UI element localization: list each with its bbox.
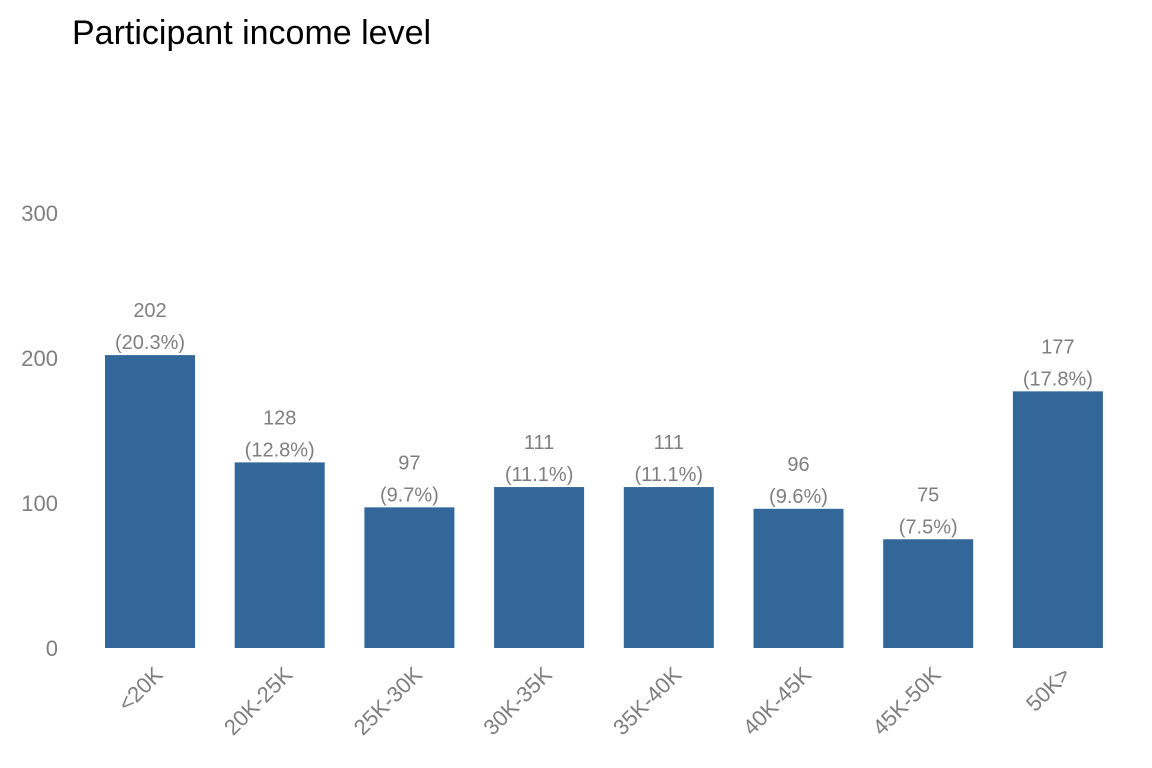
- data-label-percent: (7.5%): [899, 516, 958, 538]
- data-label-value: 177: [1041, 336, 1074, 358]
- data-label-value: 202: [133, 300, 166, 322]
- bar: [1012, 391, 1103, 648]
- x-tick-label: 45K-50K: [868, 662, 946, 740]
- data-label-value: 96: [787, 454, 809, 476]
- bar: [105, 355, 195, 648]
- bars: [105, 355, 1103, 648]
- y-tick-label: 300: [21, 201, 58, 226]
- x-tick-label: 30K-35K: [478, 662, 556, 740]
- data-label-percent: (20.3%): [115, 332, 185, 354]
- data-label-value: 111: [524, 432, 554, 454]
- bar: [753, 508, 844, 648]
- y-tick-label: 200: [21, 346, 58, 371]
- data-label-percent: (17.8%): [1023, 368, 1093, 390]
- bar: [494, 487, 585, 648]
- x-tick-label: 50K>: [1021, 662, 1075, 716]
- data-label-value: 75: [917, 484, 939, 506]
- bar: [234, 462, 325, 648]
- x-tick-label: 35K-40K: [608, 662, 686, 740]
- data-label-percent: (12.8%): [245, 439, 315, 461]
- x-tick-label: 40K-45K: [738, 662, 816, 740]
- data-label-value: 111: [654, 432, 684, 454]
- data-label-value: 128: [263, 407, 296, 429]
- x-axis: <20K 20K-25K 25K-30K 30K-35K 35K-40K 40K-45K 4…: [113, 662, 1075, 740]
- y-axis: 0 100 200 300: [21, 201, 58, 661]
- bar: [364, 507, 455, 648]
- y-tick-label: 100: [21, 491, 58, 516]
- data-label-value: 97: [398, 452, 420, 474]
- data-labels: 202 (20.3%) 128 (12.8%) 97 (9.7%) 111 (11.1%) 11…: [115, 300, 1093, 538]
- bar: [623, 487, 714, 648]
- data-label-percent: (9.6%): [769, 486, 828, 508]
- chart-title: Participant income level: [72, 14, 431, 52]
- x-tick-label: <20K: [113, 662, 168, 717]
- data-label-percent: (9.7%): [380, 484, 439, 506]
- y-tick-label: 0: [46, 636, 58, 661]
- data-label-percent: (11.1%): [505, 464, 574, 486]
- data-label-percent: (11.1%): [635, 464, 704, 486]
- bar: [883, 539, 974, 648]
- x-tick-label: 25K-30K: [349, 662, 427, 740]
- x-tick-label: 20K-25K: [219, 662, 297, 740]
